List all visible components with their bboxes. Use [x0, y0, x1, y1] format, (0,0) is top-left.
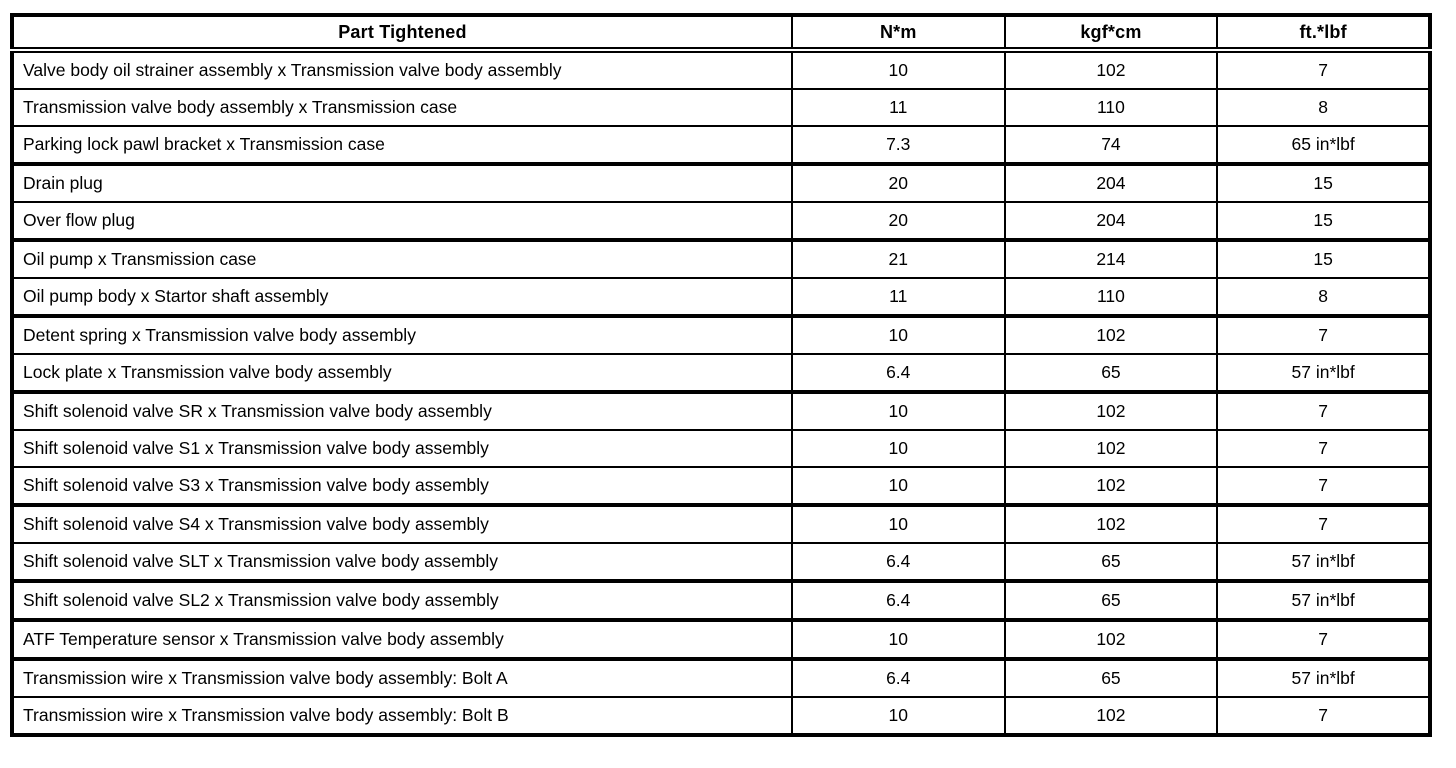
ftlbf-cell: 57 in*lbf [1216, 657, 1431, 698]
ftlbf-cell: 57 in*lbf [1216, 579, 1431, 621]
table-row: Shift solenoid valve S1 x Transmission v… [11, 429, 1431, 468]
ftlbf-cell: 7 [1216, 390, 1431, 431]
nm-cell: 10 [790, 49, 1006, 90]
ftlbf-cell: 8 [1216, 277, 1431, 317]
table-row: Shift solenoid valve S3 x Transmission v… [11, 466, 1431, 506]
part-cell: Shift solenoid valve S3 x Transmission v… [11, 466, 793, 506]
kgfcm-cell: 102 [1003, 618, 1219, 660]
table-row: Detent spring x Transmission valve body … [11, 314, 1431, 355]
kgfcm-cell: 102 [1003, 466, 1219, 506]
part-cell: Oil pump body x Startor shaft assembly [11, 277, 793, 317]
part-cell: ATF Temperature sensor x Transmission va… [11, 618, 793, 660]
kgfcm-cell: 102 [1003, 429, 1219, 468]
table-row: Shift solenoid valve S4 x Transmission v… [11, 503, 1431, 544]
part-cell: Shift solenoid valve SR x Transmission v… [11, 390, 793, 431]
table-row: Oil pump body x Startor shaft assembly 1… [11, 277, 1431, 317]
part-cell: Shift solenoid valve S4 x Transmission v… [11, 503, 793, 544]
nm-cell: 10 [790, 429, 1006, 468]
kgfcm-cell: 65 [1003, 657, 1219, 698]
part-cell: Valve body oil strainer assembly x Trans… [11, 49, 793, 90]
kgfcm-cell: 110 [1003, 88, 1219, 127]
table-row: Transmission wire x Transmission valve b… [11, 657, 1431, 698]
part-cell: Shift solenoid valve S1 x Transmission v… [11, 429, 793, 468]
ftlbf-cell: 7 [1216, 466, 1431, 506]
ftlbf-cell: 7 [1216, 503, 1431, 544]
kgfcm-cell: 102 [1003, 503, 1219, 544]
table-row: Transmission wire x Transmission valve b… [11, 696, 1431, 736]
part-cell: Transmission wire x Transmission valve b… [11, 696, 793, 736]
torque-spec-table: Part Tightened N*m kgf*cm ft.*lbf Valve … [10, 13, 1432, 737]
ftlbf-cell: 15 [1216, 162, 1431, 203]
ftlbf-cell: 7 [1216, 49, 1431, 90]
nm-cell: 6.4 [790, 579, 1006, 621]
part-cell: Detent spring x Transmission valve body … [11, 314, 793, 355]
kgfcm-cell: 102 [1003, 696, 1219, 736]
kgfcm-cell: 65 [1003, 353, 1219, 393]
table-row: Drain plug 20 204 15 [11, 162, 1431, 203]
table-row: Oil pump x Transmission case 21 214 15 [11, 238, 1431, 279]
table-row: Lock plate x Transmission valve body ass… [11, 353, 1431, 393]
nm-cell: 6.4 [790, 542, 1006, 582]
kgfcm-cell: 214 [1003, 238, 1219, 279]
ftlbf-cell: 7 [1216, 696, 1431, 736]
ftlbf-cell: 7 [1216, 314, 1431, 355]
nm-cell: 21 [790, 238, 1006, 279]
column-header-ftlbf: ft.*lbf [1216, 15, 1431, 53]
table-header-row: Part Tightened N*m kgf*cm ft.*lbf [11, 15, 1431, 53]
part-cell: Oil pump x Transmission case [11, 238, 793, 279]
nm-cell: 11 [790, 88, 1006, 127]
part-cell: Drain plug [11, 162, 793, 203]
ftlbf-cell: 7 [1216, 618, 1431, 660]
nm-cell: 6.4 [790, 657, 1006, 698]
table-row: ATF Temperature sensor x Transmission va… [11, 618, 1431, 660]
table-row: Shift solenoid valve SL2 x Transmission … [11, 579, 1431, 621]
nm-cell: 20 [790, 162, 1006, 203]
part-cell: Over flow plug [11, 201, 793, 241]
ftlbf-cell: 8 [1216, 88, 1431, 127]
nm-cell: 10 [790, 618, 1006, 660]
table-row: Shift solenoid valve SR x Transmission v… [11, 390, 1431, 431]
kgfcm-cell: 65 [1003, 542, 1219, 582]
kgfcm-cell: 204 [1003, 162, 1219, 203]
nm-cell: 10 [790, 390, 1006, 431]
part-cell: Shift solenoid valve SL2 x Transmission … [11, 579, 793, 621]
ftlbf-cell: 65 in*lbf [1216, 125, 1431, 165]
nm-cell: 10 [790, 696, 1006, 736]
nm-cell: 7.3 [790, 125, 1006, 165]
table-row: Over flow plug 20 204 15 [11, 201, 1431, 241]
column-header-kgfcm: kgf*cm [1003, 15, 1219, 53]
kgfcm-cell: 74 [1003, 125, 1219, 165]
nm-cell: 6.4 [790, 353, 1006, 393]
kgfcm-cell: 102 [1003, 49, 1219, 90]
nm-cell: 11 [790, 277, 1006, 317]
kgfcm-cell: 110 [1003, 277, 1219, 317]
part-cell: Shift solenoid valve SLT x Transmission … [11, 542, 793, 582]
ftlbf-cell: 7 [1216, 429, 1431, 468]
table-row: Shift solenoid valve SLT x Transmission … [11, 542, 1431, 582]
ftlbf-cell: 15 [1216, 238, 1431, 279]
nm-cell: 10 [790, 503, 1006, 544]
kgfcm-cell: 102 [1003, 314, 1219, 355]
column-header-nm: N*m [790, 15, 1006, 53]
ftlbf-cell: 57 in*lbf [1216, 542, 1431, 582]
table-row: Transmission valve body assembly x Trans… [11, 88, 1431, 127]
table-row: Parking lock pawl bracket x Transmission… [11, 125, 1431, 165]
part-cell: Transmission wire x Transmission valve b… [11, 657, 793, 698]
part-cell: Lock plate x Transmission valve body ass… [11, 353, 793, 393]
kgfcm-cell: 65 [1003, 579, 1219, 621]
table-row: Valve body oil strainer assembly x Trans… [11, 49, 1431, 90]
ftlbf-cell: 57 in*lbf [1216, 353, 1431, 393]
nm-cell: 10 [790, 314, 1006, 355]
part-cell: Parking lock pawl bracket x Transmission… [11, 125, 793, 165]
part-cell: Transmission valve body assembly x Trans… [11, 88, 793, 127]
kgfcm-cell: 102 [1003, 390, 1219, 431]
kgfcm-cell: 204 [1003, 201, 1219, 241]
nm-cell: 10 [790, 466, 1006, 506]
nm-cell: 20 [790, 201, 1006, 241]
ftlbf-cell: 15 [1216, 201, 1431, 241]
column-header-part-tightened: Part Tightened [11, 15, 793, 53]
